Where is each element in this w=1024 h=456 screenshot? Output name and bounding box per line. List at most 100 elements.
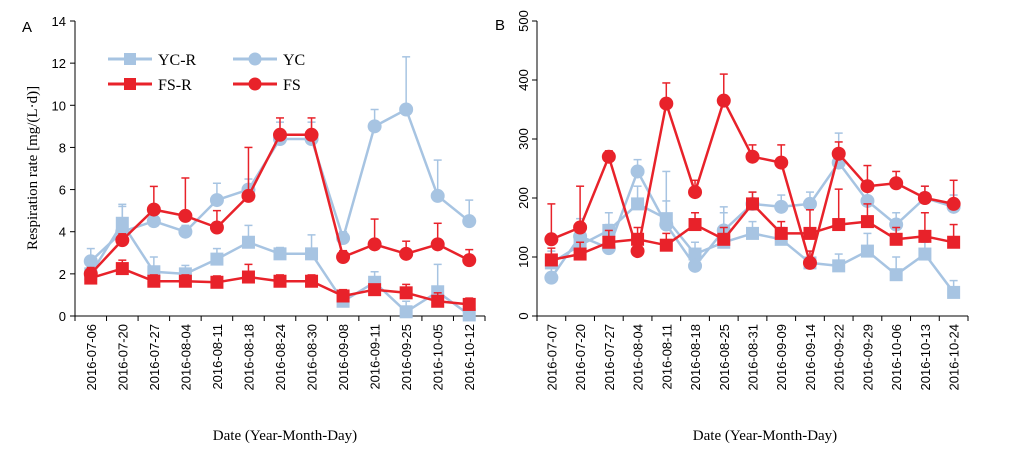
panel-a-point-yc: [430, 188, 445, 203]
panel-b-point-fs-r: [947, 235, 961, 249]
panel-b-point-fs-r: [832, 218, 846, 232]
panel-b-point-fs: [601, 149, 616, 164]
panel-b-x-tick-label: 2016-07-27: [602, 324, 617, 391]
panel-b-point-yc-r: [631, 197, 645, 211]
panel-b-x-tick-label: 2016-10-24: [947, 324, 962, 391]
panel-b-point-yc: [688, 258, 703, 273]
panel-b-point-yc-r: [947, 285, 961, 299]
panel-b-x-axis-title: Date (Year-Month-Day): [693, 428, 837, 444]
panel-a-y-tick-label: 8: [59, 140, 66, 155]
legend-item-yc: YC: [233, 52, 305, 69]
panel-b-point-fs: [745, 149, 760, 164]
panel-a-point-fs: [336, 250, 351, 264]
panel-b-y-tick-label: 300: [516, 128, 531, 150]
panel-b-point-yc-r: [746, 226, 759, 240]
panel-a-x-tick-label: 2016-09-11: [368, 324, 383, 390]
panel-a-point-fs: [430, 237, 445, 252]
panel-a-y-axis-title: Respiration rate [mg/(L·d)]: [25, 86, 41, 250]
legend-label-yc: YC: [283, 52, 305, 69]
panel-a-point-fs: [83, 266, 98, 281]
legend-marker-yc: [248, 52, 262, 66]
panel-b-point-fs-r: [717, 232, 731, 246]
panel-a-point-yc: [83, 254, 98, 269]
panel-a-point-yc: [399, 102, 414, 117]
panel-b-x-tick-label: 2016-08-04: [631, 324, 646, 391]
legend-label-fs-r: FS-R: [158, 77, 192, 94]
panel-b-x-tick-label: 2016-08-31: [746, 324, 761, 391]
panel-a-point-yc-r: [462, 308, 476, 322]
panel-b-point-fs: [889, 176, 904, 191]
panel-a-y-tick-label: 0: [59, 309, 66, 324]
panel-a-point-fs-r: [336, 289, 350, 303]
legend-item-fs-r: FS-R: [108, 77, 192, 94]
panel-b-y-tick-label: 0: [516, 312, 531, 319]
panel-a-point-fs: [399, 246, 414, 261]
panel-a-x-tick-label: 2016-10-05: [431, 324, 446, 391]
panel-b-x-tick-label: 2016-09-09: [774, 324, 789, 391]
panel-b-label: B: [495, 17, 505, 34]
panel-b-point-fs-r: [774, 226, 788, 240]
panel-b-point-fs-r: [659, 238, 673, 252]
panel-a-point-fs: [178, 208, 193, 223]
panel-a-point-fs: [241, 188, 256, 203]
panel-b-point-fs-r: [688, 218, 702, 232]
legend-item-yc-r: YC-R: [108, 52, 197, 69]
panel-a-point-yc-r: [241, 235, 255, 249]
panel-a-point-fs: [146, 202, 161, 217]
panel-b-point-fs: [688, 185, 703, 200]
panel-b-point-fs-r: [918, 229, 932, 243]
panel-b-point-fs: [544, 232, 559, 247]
panel-a-point-fs: [273, 127, 287, 142]
panel-b-point-yc-r: [860, 244, 874, 258]
panel-a-point-fs: [304, 127, 319, 142]
panel-a-point-fs-r: [115, 262, 129, 276]
panel-a-point-fs-r: [273, 274, 287, 288]
panel-b-point-yc-r: [889, 268, 903, 282]
panel-b-y-tick-label: 200: [516, 187, 531, 209]
panel-a-x-tick-label: 2016-09-25: [399, 324, 414, 391]
panel-b-x-tick-label: 2016-08-18: [688, 324, 703, 391]
panel-a-x-tick-label: 2016-08-11: [210, 324, 225, 390]
panel-b-x-tick-label: 2016-08-11: [659, 324, 674, 390]
panel-b-point-fs: [860, 179, 875, 194]
panel-a-x-tick-label: 2016-08-24: [273, 324, 288, 391]
panel-a-y-tick-label: 2: [59, 267, 66, 282]
panel-b-point-fs-r: [860, 215, 874, 229]
legend-item-fs: FS: [233, 77, 301, 94]
panel-b-point-fs: [630, 244, 645, 259]
panel-a-x-tick-label: 2016-08-18: [241, 324, 256, 391]
panel-a-x-tick-label: 2016-07-27: [147, 324, 162, 391]
panel-b-point-fs: [917, 191, 932, 205]
legend-label-fs: FS: [283, 77, 301, 94]
panel-a-point-fs: [115, 233, 130, 248]
panel-b-x-tick-label: 2016-09-29: [860, 324, 875, 391]
panel-a-y-tick-label: 14: [52, 14, 66, 29]
panel-b-point-fs: [573, 220, 588, 235]
panel-a-chart: 0 2 4 6 8 10 12 14 2016-07-06 2016-07-20 2016-07-2…: [52, 14, 486, 391]
panel-b-point-fs-r: [746, 197, 759, 211]
panel-b-point-fs: [659, 96, 674, 111]
panel-a-x-axis-title: Date (Year-Month-Day): [213, 428, 357, 444]
panel-b-point-yc-r: [832, 259, 846, 273]
panel-a-x-tick-label: 2016-09-08: [336, 324, 351, 391]
panel-a-point-fs-r: [210, 275, 224, 289]
panel-b-point-fs-r: [889, 232, 903, 246]
panel-a-y-tick-label: 12: [52, 56, 66, 71]
panel-b-y-tick-label: 100: [516, 246, 531, 268]
panel-b-point-fs: [831, 146, 846, 161]
panel-a-x-tick-label: 2016-10-12: [462, 324, 477, 391]
panel-a-y-tick-label: 4: [59, 225, 66, 240]
panel-a-y-tick-label: 10: [52, 98, 66, 113]
panel-a-point-fs-r: [178, 274, 192, 288]
panel-b-x-tick-label: 2016-07-07: [544, 324, 559, 391]
panel-a-point-fs-r: [241, 270, 255, 284]
panel-b-y-tick-label: 400: [516, 69, 531, 91]
panel-b-point-fs: [716, 93, 731, 108]
legend-marker-yc-r: [124, 53, 136, 65]
panel-b-chart: 0 100 200 300 400 500 2016-07-07 2016-07-20 2016…: [516, 10, 969, 391]
panel-a-label: A: [22, 19, 32, 36]
panel-b-point-yc: [802, 196, 817, 211]
panel-a-x-tick-label: 2016-07-06: [84, 324, 99, 391]
legend-marker-fs-r: [124, 78, 136, 90]
